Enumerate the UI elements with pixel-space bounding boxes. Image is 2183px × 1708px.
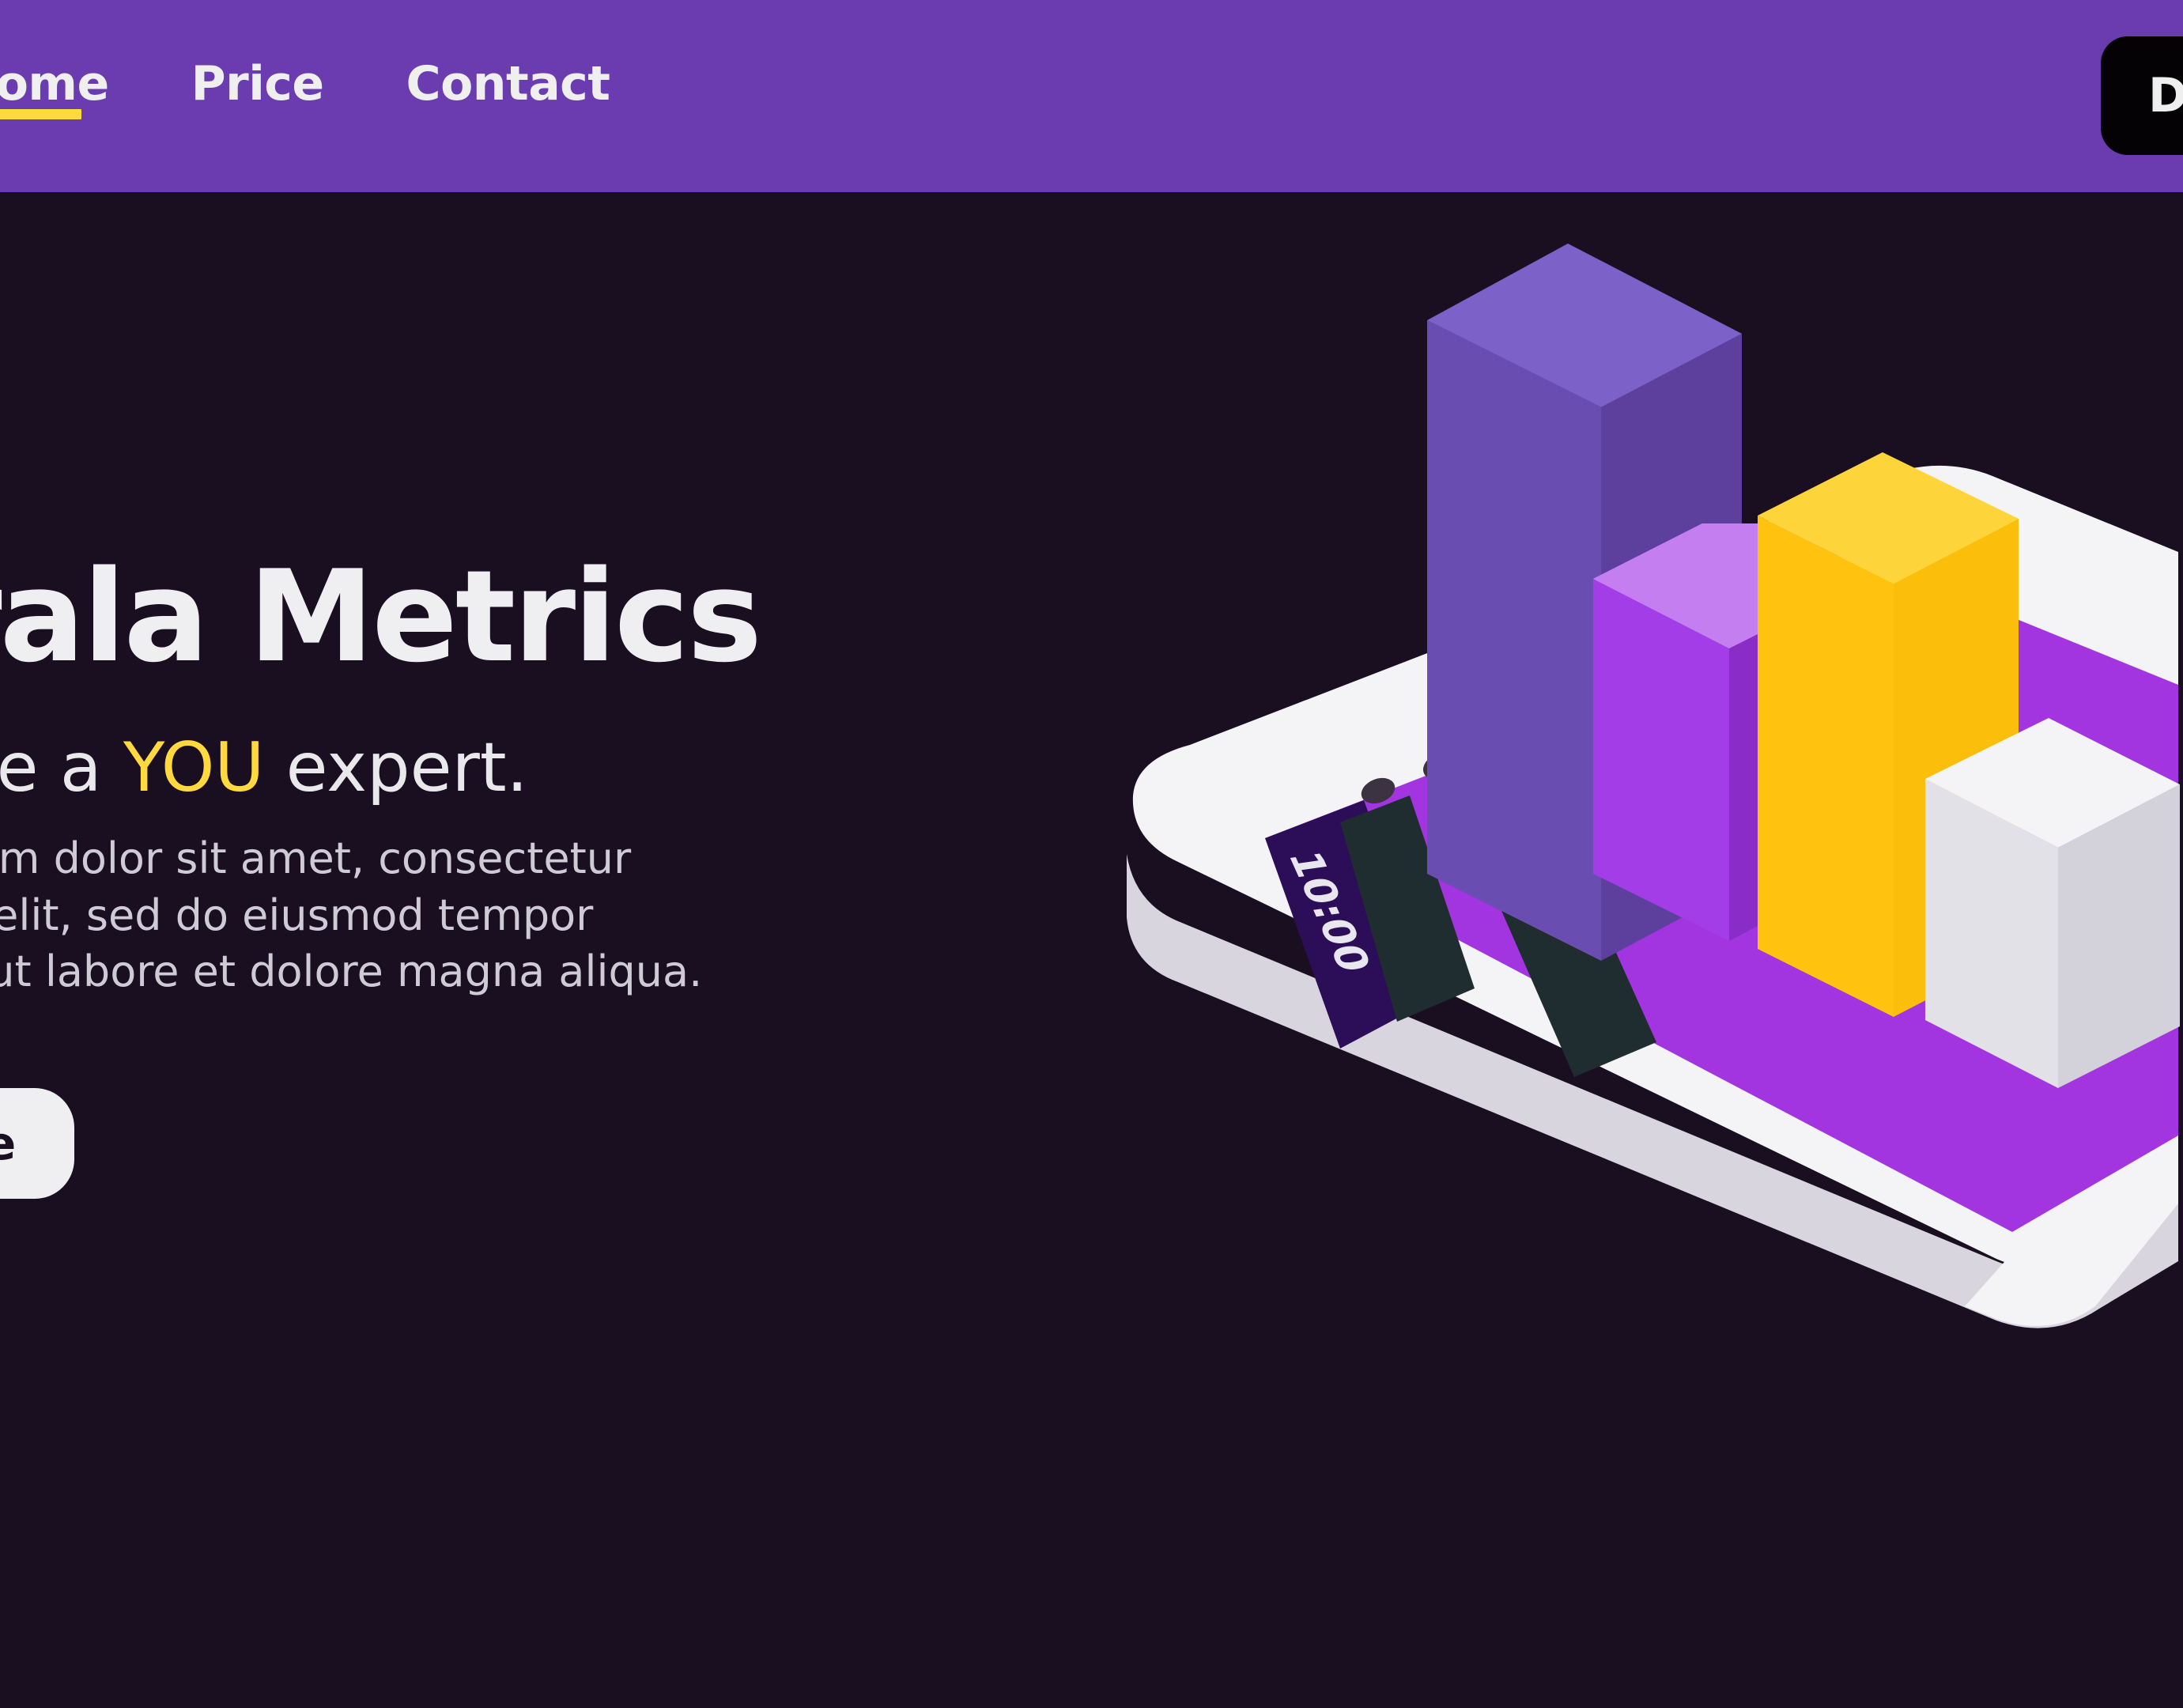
hero-subtitle-prefix: Become a (0, 728, 102, 807)
bar-1-top-face (1427, 244, 1742, 407)
hero-section: Kerala Metrics Become a YOU expert. Lore… (0, 542, 806, 1200)
phone-front-corner (1965, 1153, 2178, 1326)
nav-link-contact[interactable]: Contact (406, 55, 610, 111)
hero-body-text: Lorem ipsum dolor sit amet, consectetur … (0, 833, 703, 996)
bar-4-right-face (2058, 784, 2180, 1088)
bar-shadow-1 (1340, 795, 1475, 1022)
download-button[interactable]: Download (2101, 36, 2183, 155)
explore-button[interactable]: Explore (0, 1088, 75, 1200)
nav-link-home[interactable]: Home (0, 56, 109, 137)
bar-4-left-face (1925, 779, 2058, 1088)
nav-link-price[interactable]: Price (191, 55, 324, 111)
bar-2-left-face (1593, 579, 1729, 941)
hero-subtitle-highlight: YOU (123, 728, 265, 807)
nav-links-group: Home Price Contact (0, 56, 610, 137)
isometric-phone-chart-graphic: 10:00 (1127, 244, 2180, 1328)
bar-1-left-face (1427, 320, 1601, 961)
hero-subtitle-suffix: expert. (264, 728, 528, 807)
hero-subtitle: Become a YOU expert. (0, 732, 806, 803)
page-title: Kerala Metrics (0, 542, 762, 690)
hero-illustration: 10:00 (1103, 158, 2183, 1708)
bar-3-top-face (1758, 452, 2019, 584)
front-camera-icon (1361, 777, 1396, 804)
bar-3-left-face (1758, 516, 1894, 1017)
bar-4-top-face (1925, 718, 2180, 848)
top-navigation-bar: Home Price Contact Download (0, 0, 2183, 192)
bar-4 (1925, 718, 2180, 1088)
